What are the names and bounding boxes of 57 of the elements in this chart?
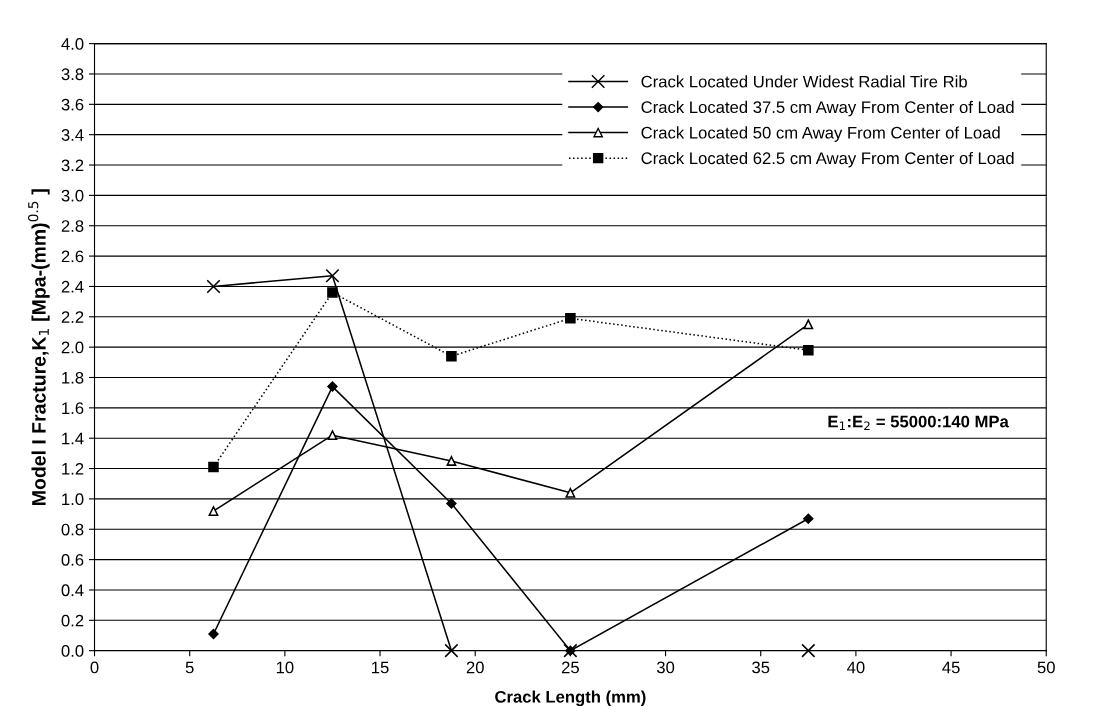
y-tick-label: 0.6 xyxy=(61,554,84,566)
point xyxy=(565,313,576,324)
point xyxy=(446,456,457,466)
y-tick-label: 1.4 xyxy=(62,432,84,445)
point xyxy=(208,628,219,640)
y-tick-label: 0.0 xyxy=(61,645,84,657)
y-tick-label: 3.6 xyxy=(61,98,84,111)
x-tick-label: 15 xyxy=(372,661,389,674)
x-tick-label: 20 xyxy=(466,661,484,674)
y-tick-label: 2.0 xyxy=(61,341,84,354)
y-tick-label: 0.4 xyxy=(61,584,84,597)
point xyxy=(803,319,814,330)
legend-label: Crack Located 62.5 cm Away From Center of Load xyxy=(641,151,1014,168)
y-tick-label: 2.6 xyxy=(61,250,84,263)
x-tick-label: 10 xyxy=(276,661,294,674)
point xyxy=(206,279,221,294)
x-axis-title: Crack Length (mm) xyxy=(495,690,646,707)
x-tick-label: 25 xyxy=(561,661,579,674)
point xyxy=(208,461,219,473)
point xyxy=(208,506,219,516)
x-tick-label: 0 xyxy=(90,661,99,674)
point xyxy=(803,513,814,524)
x-tick-label: 35 xyxy=(752,661,770,674)
y-tick-label: 2.4 xyxy=(61,280,84,293)
y-tick-label: 1.8 xyxy=(62,371,84,384)
point xyxy=(801,643,816,658)
y-tick-label: 3.4 xyxy=(61,129,84,141)
x-tick-label: 45 xyxy=(942,661,960,674)
point xyxy=(803,344,814,356)
y-tick-label: 1.0 xyxy=(62,493,84,506)
point xyxy=(325,268,340,283)
legend-label: Crack Located Under Widest Radial Tire Rib xyxy=(641,75,967,88)
annotation: E$_{1}$:E$_{2}$ = 55000:140 MPa xyxy=(828,415,1009,431)
y-tick-label: 1.2 xyxy=(62,462,84,475)
point xyxy=(565,487,576,498)
legend-label: Crack Located 37.5 cm Away From Center of Load xyxy=(641,100,1014,117)
y-tick-label: 3.8 xyxy=(61,68,84,81)
point xyxy=(327,287,338,298)
point xyxy=(446,350,457,362)
y-tick-label: 2.8 xyxy=(61,220,84,232)
legend-label: Crack Located 50 cm Away From Center of Load xyxy=(641,126,1000,142)
y-tick-label: 3.0 xyxy=(61,189,84,202)
point xyxy=(327,381,338,392)
y-axis-title: Model I Fracture,K$_{1}$ [Mpa-(mm)$^{0.5}$ ] xyxy=(28,189,50,505)
x-tick-label: 5 xyxy=(185,661,194,674)
point xyxy=(327,430,338,441)
x-tick-label: 50 xyxy=(1037,661,1055,674)
y-tick-label: 2.2 xyxy=(61,311,84,323)
y-tick-label: 0.8 xyxy=(61,523,84,536)
y-tick-label: 3.2 xyxy=(61,159,84,172)
x-tick-label: 30 xyxy=(656,661,675,674)
point xyxy=(446,498,457,509)
y-tick-label: 1.6 xyxy=(62,402,84,415)
x-tick-label: 40 xyxy=(847,661,865,674)
y-tick-label: 0.2 xyxy=(61,614,84,627)
y-tick-label: 4.0 xyxy=(61,38,84,50)
point xyxy=(444,643,459,658)
